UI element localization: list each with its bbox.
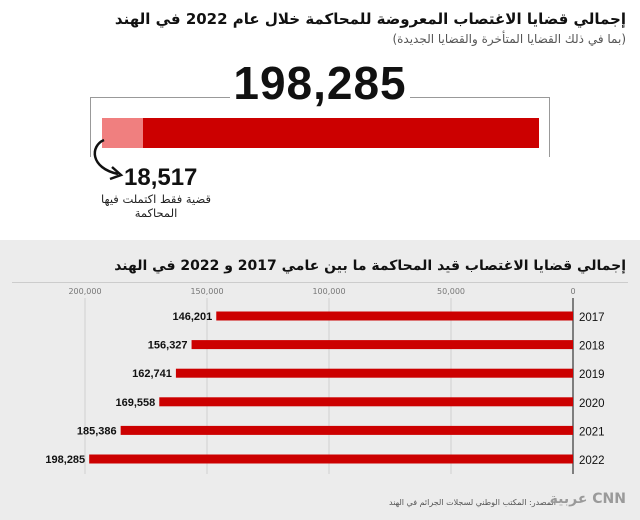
total-cases-value: 198,285 (230, 58, 410, 108)
x-tick-label: 50,000 (437, 287, 465, 296)
headline-title: إجمالي قضايا الاغتصاب المعروضة للمحاكمة … (114, 10, 626, 28)
bar-value-label: 156,327 (148, 340, 188, 352)
cnn-arabic-logo: CNN عربية (549, 491, 626, 507)
year-label: 2019 (579, 369, 605, 381)
bar-value-label: 146,201 (173, 311, 213, 323)
bar (191, 340, 573, 350)
source-note: المصدر: المكتب الوطني لسجلات الجرائم في … (389, 498, 556, 507)
year-label: 2017 (579, 312, 605, 324)
total-cases-bar (102, 118, 539, 148)
headline-panel: إجمالي قضايا الاغتصاب المعروضة للمحاكمة … (0, 0, 640, 240)
bar (175, 368, 573, 378)
bar (120, 425, 574, 435)
bar-value-label: 198,285 (45, 454, 85, 466)
year-label: 2018 (579, 341, 605, 353)
bar (159, 397, 573, 407)
year-label: 2021 (579, 426, 605, 438)
x-tick-label: 0 (570, 287, 575, 296)
trend-title: إجمالي قضايا الاغتصاب قيد المحاكمة ما بي… (114, 258, 626, 274)
bar (89, 454, 573, 464)
bar-value-label: 185,386 (77, 425, 117, 437)
year-label: 2020 (579, 398, 605, 410)
trend-panel: إجمالي قضايا الاغتصاب قيد المحاكمة ما بي… (0, 240, 640, 520)
completed-trials-label: قضية فقط اكتملت فيها المحاكمة (101, 192, 211, 220)
x-tick-label: 150,000 (190, 287, 223, 296)
trend-bar-chart: 0 50,000 100,000 150,000 200,000 146,201 2017 1… (45, 287, 605, 474)
headline-subtitle: (بما في ذلك القضايا المتأخرة والقضايا ال… (392, 32, 626, 46)
bar-value-label: 162,741 (132, 368, 172, 380)
completed-trials-bar (102, 118, 143, 148)
curved-arrow-icon (93, 138, 124, 181)
completed-trials-value: 18,517 (124, 164, 198, 191)
bar-value-label: 169,558 (116, 397, 156, 409)
title-divider (12, 282, 628, 283)
year-label: 2022 (579, 455, 605, 467)
bar (216, 311, 573, 321)
x-tick-label: 200,000 (68, 287, 101, 296)
x-tick-label: 100,000 (312, 287, 345, 296)
